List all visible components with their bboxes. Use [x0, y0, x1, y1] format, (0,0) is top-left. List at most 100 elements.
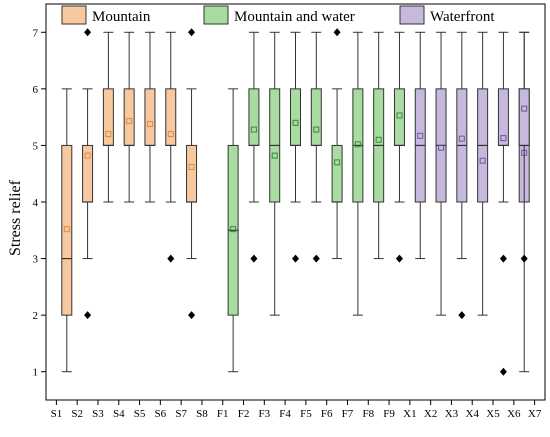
outlier-point — [188, 28, 196, 37]
x-tick-label: S8 — [196, 408, 208, 420]
x-tick-label: F7 — [342, 408, 354, 420]
box-mountain-and-water-F8 — [352, 31, 364, 316]
mean-marker — [500, 135, 507, 142]
x-tick-label: X2 — [424, 408, 437, 420]
outlier-point — [499, 254, 507, 263]
mean-marker — [375, 136, 382, 143]
mean-marker — [354, 141, 361, 148]
box-mountain-S5 — [123, 31, 135, 203]
x-tick-label: S3 — [92, 408, 104, 420]
x-tick-label: F2 — [238, 408, 250, 420]
x-tick-label: F6 — [321, 408, 333, 420]
box-waterfront-X5 — [477, 31, 489, 316]
box-mountain-and-water-X1 — [393, 31, 405, 263]
mean-marker — [479, 157, 486, 164]
mean-marker — [271, 152, 278, 159]
box-mountain-S6 — [144, 31, 156, 203]
mean-marker — [105, 131, 112, 138]
y-tick-label: 2 — [33, 310, 39, 322]
x-tick-label: F4 — [279, 408, 291, 420]
legend-label-1: Mountain — [92, 9, 151, 25]
box-mountain-and-water-F3 — [248, 31, 260, 263]
outlier-point — [292, 254, 299, 263]
iqr-box — [61, 144, 73, 316]
outlier-point — [167, 254, 175, 263]
iqr-box — [290, 88, 301, 146]
mean-marker — [458, 135, 465, 142]
mean-marker — [438, 144, 445, 151]
box-mountain-S3 — [82, 28, 94, 320]
x-axis-ticks: S1 S2 S3 S4 S5 S6 S7 S8 F1 F2 F3 F4 F5 F6 F7 F8 F9 X1 X2 X3… — [51, 400, 542, 420]
box-waterfront-X4 — [456, 31, 468, 320]
outlier-point — [458, 311, 466, 320]
outlier-point — [188, 311, 196, 320]
y-tick-label: 7 — [33, 27, 39, 39]
x-tick-label: F9 — [383, 408, 395, 420]
box-mountain-S8 — [186, 28, 198, 320]
x-tick-label: X7 — [528, 408, 542, 420]
outlier-point — [312, 254, 320, 263]
outlier-point — [84, 28, 92, 37]
legend: Mountain Mountain and water Waterfront — [61, 5, 495, 25]
x-tick-label: S4 — [113, 408, 125, 420]
mean-marker — [334, 159, 341, 166]
iqr-box — [186, 144, 198, 203]
x-tick-label: X6 — [507, 408, 521, 420]
outlier-point — [250, 254, 258, 263]
outlier-point — [520, 254, 528, 263]
x-tick-label: X1 — [403, 408, 416, 420]
x-tick-label: X5 — [486, 408, 500, 420]
x-tick-label: X4 — [466, 408, 480, 420]
box-waterfront-X3 — [435, 31, 447, 316]
legend-swatch-2 — [203, 5, 229, 25]
x-tick-label: S6 — [155, 408, 167, 420]
mean-marker — [188, 163, 195, 170]
mean-marker — [250, 126, 257, 133]
mean-marker — [146, 120, 153, 127]
iqr-box — [518, 88, 530, 146]
mean-marker — [313, 126, 320, 133]
x-tick-label: S7 — [175, 408, 187, 420]
x-tick-label: F1 — [217, 408, 229, 420]
box-mountain-and-water-F2 — [227, 88, 239, 373]
iqr-box — [310, 88, 322, 146]
y-axis-title: Stress relief — [7, 179, 24, 256]
mean-marker — [417, 132, 424, 139]
boxes — [61, 28, 530, 376]
box-waterfront-X7b — [518, 31, 530, 263]
box-mountain-S2 — [61, 88, 73, 373]
box-mountain-and-water-F9 — [373, 31, 385, 260]
mean-marker — [63, 226, 70, 233]
legend-label-3: Waterfront — [430, 9, 495, 25]
mean-marker — [230, 226, 237, 233]
mean-marker — [126, 118, 133, 125]
outlier-point — [333, 28, 341, 37]
legend-swatch-3 — [399, 5, 425, 25]
x-tick-label: F8 — [362, 408, 374, 420]
mean-marker — [521, 105, 528, 112]
iqr-box — [497, 88, 509, 146]
iqr-box — [393, 88, 405, 146]
iqr-box — [82, 144, 94, 203]
box-mountain-and-water-F5 — [290, 31, 301, 263]
box-waterfront-X2 — [414, 31, 426, 260]
legend-label-2: Mountain and water — [234, 9, 355, 25]
box-mountain-and-water-F4 — [269, 31, 281, 316]
mean-marker — [292, 119, 299, 126]
y-tick-label: 6 — [33, 84, 39, 96]
x-tick-label: S1 — [51, 408, 63, 420]
mean-marker — [84, 152, 91, 159]
x-tick-label: F3 — [259, 408, 271, 420]
iqr-box — [144, 88, 156, 146]
x-tick-label: X3 — [445, 408, 459, 420]
legend-swatch-1 — [61, 5, 87, 25]
mean-marker — [167, 131, 174, 138]
outlier-point — [395, 254, 403, 263]
box-waterfront-X6 — [497, 31, 509, 376]
box-mountain-S4 — [102, 31, 114, 203]
mean-marker — [396, 112, 403, 119]
y-tick-label: 1 — [33, 367, 39, 379]
iqr-box — [331, 144, 343, 203]
box-mountain-and-water-F7 — [331, 28, 343, 260]
